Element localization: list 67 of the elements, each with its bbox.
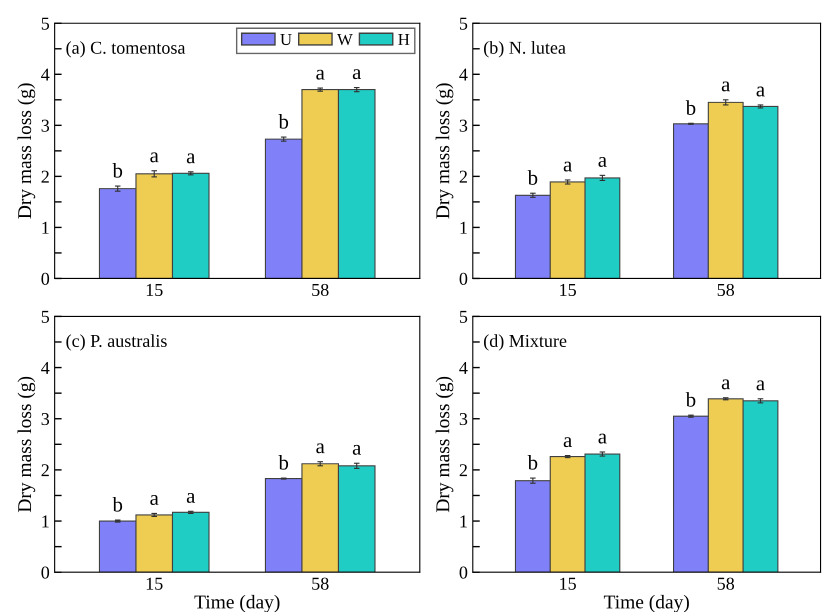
data-label: a xyxy=(564,437,572,448)
y-axis-title: Dry mass loss (g) xyxy=(436,83,454,219)
y-tick-label: 2 xyxy=(460,464,467,476)
x-tick-label: 58 xyxy=(718,284,734,296)
data-label: b xyxy=(686,392,696,407)
data-label: a xyxy=(316,70,325,80)
data-label: a xyxy=(598,434,607,444)
y-tick-label: 3 xyxy=(42,413,50,426)
data-label: a xyxy=(186,492,196,503)
y-tick-label: 3 xyxy=(460,413,468,426)
y-tick-label: 0 xyxy=(41,272,50,285)
text: (d) Mixture xyxy=(484,334,566,351)
legend-label: H xyxy=(398,34,410,45)
y-tick-label: 1 xyxy=(460,222,467,234)
y-tick-label: 0 xyxy=(460,272,468,285)
x-tick-label: 58 xyxy=(312,284,329,296)
data-label: a xyxy=(598,156,607,167)
data-label: a xyxy=(352,444,362,455)
x-tick-label: 15 xyxy=(146,578,163,590)
y-tick-label: 3 xyxy=(460,120,468,132)
y-tick-label: 0 xyxy=(460,566,468,579)
data-label: a xyxy=(150,495,159,505)
text: (b) N. lutea xyxy=(484,41,566,58)
data-label: b xyxy=(278,114,288,129)
x-tick-label: 58 xyxy=(718,578,734,590)
y-tick-label: 1 xyxy=(460,515,467,528)
data-label: b xyxy=(528,455,538,470)
data-label: a xyxy=(564,162,572,172)
data-label: a xyxy=(722,81,730,92)
x-tick-label: 15 xyxy=(560,578,576,590)
y-tick-label: 2 xyxy=(460,170,467,183)
y-tick-label: 5 xyxy=(460,310,468,323)
data-label: a xyxy=(756,86,765,97)
data-label: b xyxy=(278,455,288,470)
y-axis-title: Dry mass loss (g) xyxy=(18,83,36,219)
x-tick-label: 15 xyxy=(560,284,576,296)
y-tick-label: 1 xyxy=(42,222,49,234)
data-label: b xyxy=(528,170,538,185)
data-label: a xyxy=(722,379,730,390)
x-tick-label: 58 xyxy=(312,578,329,590)
data-label: b xyxy=(112,496,122,512)
y-axis-title: Dry mass loss (g) xyxy=(18,376,36,512)
y-tick-label: 4 xyxy=(41,362,50,374)
y-tick-label: 4 xyxy=(459,68,468,81)
legend-label: W xyxy=(337,34,353,46)
data-label: a xyxy=(186,153,196,164)
data-label: a xyxy=(316,443,325,454)
y-tick-label: 1 xyxy=(42,515,49,528)
y-tick-label: 0 xyxy=(41,566,50,579)
y-tick-label: 5 xyxy=(42,18,50,30)
y-tick-label: 5 xyxy=(460,18,468,30)
y-tick-label: 2 xyxy=(42,464,49,476)
data-label: a xyxy=(150,152,159,162)
text: (c) P. australis xyxy=(66,334,167,351)
y-tick-label: 4 xyxy=(41,68,50,81)
y-tick-label: 5 xyxy=(42,310,50,323)
x-tick-label: 15 xyxy=(146,284,163,296)
text: (a) C. tomentosa xyxy=(66,41,186,58)
data-label: b xyxy=(112,163,122,178)
legend-label: U xyxy=(280,34,292,46)
y-tick-label: 4 xyxy=(459,362,468,374)
y-axis-title: Dry mass loss (g) xyxy=(436,376,454,512)
data-label: b xyxy=(686,100,696,115)
y-tick-label: 2 xyxy=(42,170,49,183)
data-label: a xyxy=(756,380,765,390)
data-label: a xyxy=(352,69,362,80)
y-tick-label: 3 xyxy=(42,120,50,132)
